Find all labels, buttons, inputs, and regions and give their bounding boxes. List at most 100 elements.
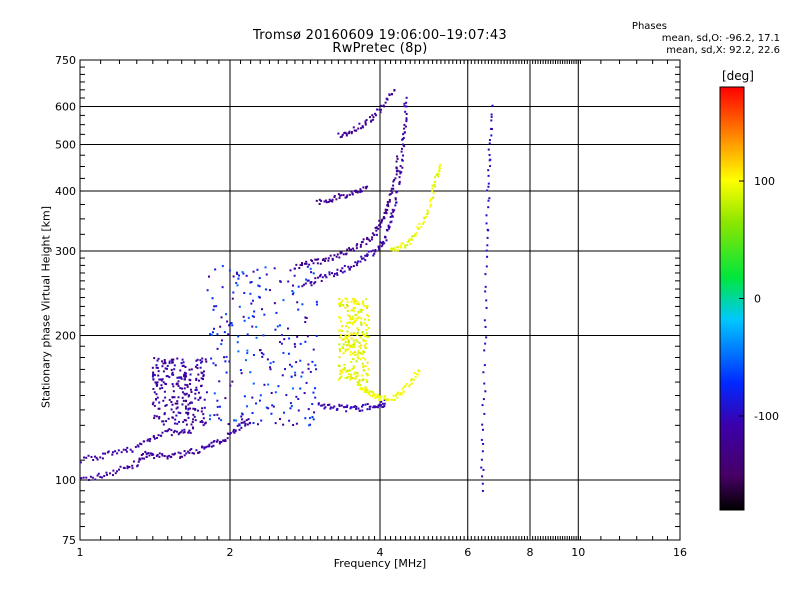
trace-point	[141, 452, 144, 455]
cloud-point	[363, 351, 366, 354]
trace-point	[426, 210, 429, 213]
trace-point	[331, 257, 334, 260]
cloud-point	[153, 374, 156, 377]
cloud-point	[342, 343, 345, 346]
trace-point	[371, 236, 374, 239]
cloud-point	[202, 374, 205, 377]
cloud-point	[363, 321, 366, 324]
cloud-point	[256, 268, 259, 271]
cloud-point	[155, 397, 158, 400]
trace-point	[315, 258, 318, 261]
trace-point	[384, 236, 387, 239]
trace-point	[368, 408, 371, 411]
trace-point	[481, 475, 484, 478]
cloud-point	[344, 336, 347, 339]
cloud-point	[247, 316, 250, 319]
trace-point	[406, 240, 409, 243]
trace-point	[394, 198, 397, 201]
trace-point	[417, 227, 420, 230]
cloud-point	[209, 333, 212, 336]
cloud-point	[291, 284, 294, 287]
trace-point	[122, 448, 125, 451]
cloud-point	[348, 378, 351, 381]
cloud-point	[194, 388, 197, 391]
x-tick-label: 1	[77, 546, 84, 559]
cloud-point	[181, 364, 184, 367]
trace-point	[306, 279, 309, 282]
cloud-point	[315, 335, 318, 338]
cloud-point	[349, 375, 352, 378]
trace-point	[90, 455, 93, 458]
trace-point	[362, 404, 365, 407]
trace-point	[388, 93, 391, 96]
cloud-point	[280, 342, 283, 345]
cloud-point	[365, 342, 368, 345]
cloud-point	[357, 311, 360, 314]
cloud-point	[362, 365, 365, 368]
trace-point	[394, 246, 397, 249]
cloud-point	[204, 358, 207, 361]
trace-point	[232, 430, 235, 433]
cloud-point	[157, 370, 160, 373]
cloud-point	[245, 405, 248, 408]
trace-point	[404, 384, 407, 387]
cloud-point	[153, 357, 156, 360]
cloud-point	[272, 360, 275, 363]
x-tick-label: 8	[527, 546, 534, 559]
trace-point	[380, 221, 383, 224]
cloud-point	[353, 332, 356, 335]
trace-point	[302, 283, 305, 286]
cloud-point	[216, 405, 219, 408]
cloud-point	[237, 277, 240, 280]
trace-point	[185, 452, 188, 455]
cloud-point	[163, 390, 166, 393]
trace-point	[383, 405, 386, 408]
cloud-point	[295, 422, 298, 425]
cloud-point	[174, 418, 177, 421]
cloud-point	[315, 300, 318, 303]
cloud-point	[352, 307, 355, 310]
cloud-point	[168, 376, 171, 379]
trace-point	[343, 406, 346, 409]
trace-point	[482, 398, 485, 401]
cloud-point	[299, 342, 302, 345]
trace-point	[376, 108, 379, 111]
trace-point	[208, 445, 211, 448]
trace-point	[347, 265, 350, 268]
cloud-point	[152, 378, 155, 381]
trace-point	[161, 453, 164, 456]
trace-point	[483, 412, 486, 415]
cloud-point	[267, 383, 270, 386]
trace-point	[355, 244, 358, 247]
trace-point	[136, 464, 139, 467]
trace-point	[393, 248, 396, 251]
cloud-point	[243, 292, 246, 295]
trace-point	[336, 268, 339, 271]
trace-point	[378, 219, 381, 222]
trace-point	[348, 247, 351, 250]
trace-point	[414, 375, 417, 378]
trace-point	[378, 246, 381, 249]
cloud-point	[279, 280, 282, 283]
cloud-point	[154, 381, 157, 384]
trace-point	[372, 394, 375, 397]
y-axis-label: Stationary phase Virtual Height [km]	[39, 205, 53, 409]
cloud-point	[312, 418, 315, 421]
cloud-point	[194, 408, 197, 411]
cloud-point	[177, 385, 180, 388]
trace-point	[238, 428, 241, 431]
cloud-point	[341, 338, 344, 341]
cloud-point	[338, 348, 341, 351]
cloud-point	[267, 407, 270, 410]
trace-point	[305, 260, 308, 263]
cloud-point	[176, 422, 179, 425]
trace-point	[364, 403, 367, 406]
x-tick-label: 10	[571, 546, 585, 559]
cloud-point	[191, 420, 194, 423]
cloud-point	[183, 378, 186, 381]
cloud-point	[201, 421, 204, 424]
cloud-point	[273, 267, 276, 270]
trace-point	[327, 201, 330, 204]
cloud-point	[355, 360, 358, 363]
cloud-point	[340, 301, 343, 304]
